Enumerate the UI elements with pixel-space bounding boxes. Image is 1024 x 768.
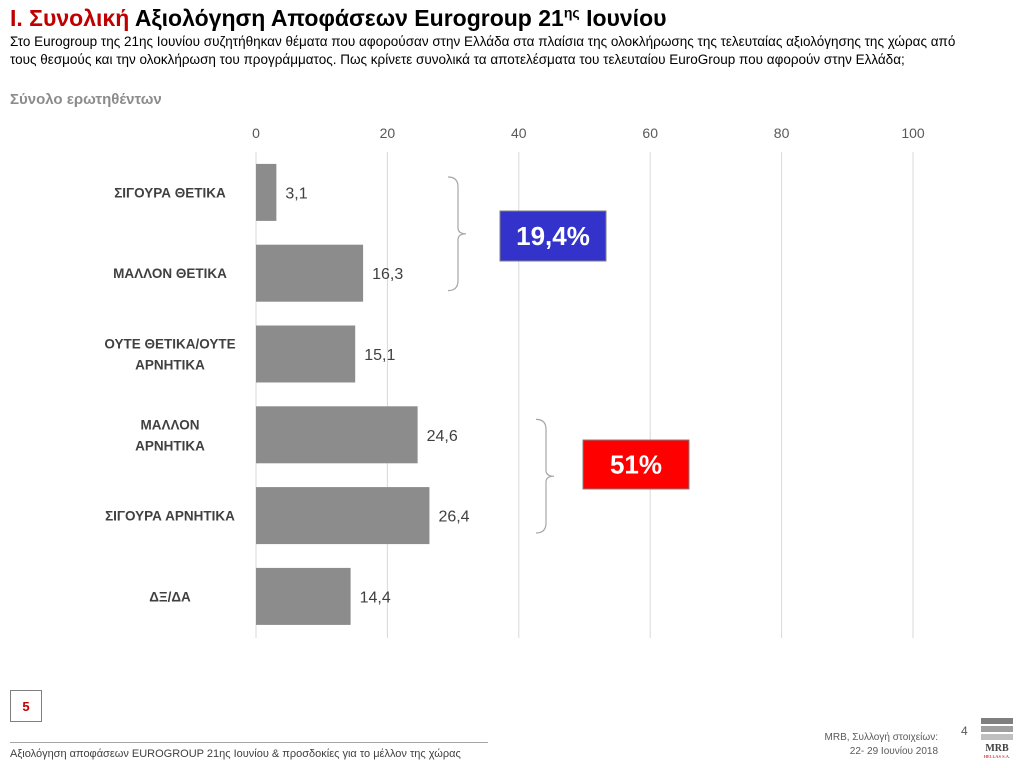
group-total-label: 19,4% <box>516 221 590 251</box>
category-label: ΟΥΤΕ ΘΕΤΙΚΑ/ΟΥΤΕ <box>104 337 235 352</box>
title-highlight: Ι. Συνολική <box>10 5 130 31</box>
bar <box>256 487 430 545</box>
value-label: 26,4 <box>438 509 469 526</box>
category-label: ΣΙΓΟΥΡΑ ΘΕΤΙΚΑ <box>114 185 226 200</box>
page-number: 4 <box>961 724 968 738</box>
slide-number-box: 5 <box>10 690 42 722</box>
category-label: ΜΑΛΛΟΝ ΘΕΤΙΚΑ <box>113 266 227 281</box>
group-total-box <box>582 439 690 490</box>
title-superscript: ης <box>563 4 580 21</box>
title-end: Ιουνίου <box>586 5 667 31</box>
value-label: 15,1 <box>364 347 395 364</box>
category-label: ΑΡΝΗΤΙΚΑ <box>135 438 205 453</box>
source-line-2: 22- 29 Ιουνίου 2018 <box>849 746 938 757</box>
group-bracket <box>535 418 555 534</box>
group-total-label: 51% <box>610 450 662 480</box>
group-bracket <box>447 176 467 292</box>
bar <box>256 567 351 625</box>
value-label: 14,4 <box>360 589 391 606</box>
title-main: Αξιολόγηση Αποφάσεων Eurogroup 21 <box>134 5 564 31</box>
category-label: ΑΡΝΗΤΙΚΑ <box>135 358 205 373</box>
source-note: MRB, Συλλογή στοιχείων: 22- 29 Ιουνίου 2… <box>825 731 938 759</box>
logo-subtext: HELLAS S.A. <box>984 754 1010 759</box>
value-label: 24,6 <box>427 428 458 445</box>
x-tick-label: 20 <box>380 125 396 141</box>
logo-text: MRB <box>985 743 1009 754</box>
value-label: 3,1 <box>285 185 307 202</box>
bar <box>256 325 356 383</box>
category-label: ΜΑΛΛΟΝ <box>141 417 200 432</box>
bar-chart: 0 20 40 60 80 100 3,1 ΣΙΓΟΥΡΑ ΘΕΤΙΚΑ 16,3 ΜΑΛΛΟΝ … <box>104 125 925 638</box>
x-tick-label: 100 <box>901 125 925 141</box>
x-tick-label: 0 <box>252 125 260 141</box>
bar <box>256 244 364 302</box>
x-tick-label: 40 <box>511 125 527 141</box>
x-tick-label: 60 <box>642 125 658 141</box>
base-label: Σύνολο ερωτηθέντων <box>10 91 162 108</box>
x-tick-label: 80 <box>774 125 790 141</box>
bar <box>256 163 277 221</box>
survey-question: Στο Eurogroup της 21ης Ιουνίου συζητήθηκ… <box>10 34 956 67</box>
footer-divider <box>10 742 488 743</box>
category-label: ΣΙΓΟΥΡΑ ΑΡΝΗΤΙΚΑ <box>105 509 235 524</box>
source-line-1: MRB, Συλλογή στοιχείων: <box>824 732 938 743</box>
group-total-box <box>499 210 607 262</box>
page-title: Ι. Συνολική Αξιολόγηση Αποφάσεων Eurogro… <box>10 4 667 32</box>
footer-text: Αξιολόγηση αποφάσεων EUROGROUP 21ης Ιουν… <box>10 748 461 760</box>
bar <box>256 406 418 464</box>
category-label: ΔΞ/ΔΑ <box>149 589 191 604</box>
value-label: 16,3 <box>372 266 403 283</box>
mrb-logo: MRB HELLAS S.A. <box>981 718 1013 759</box>
